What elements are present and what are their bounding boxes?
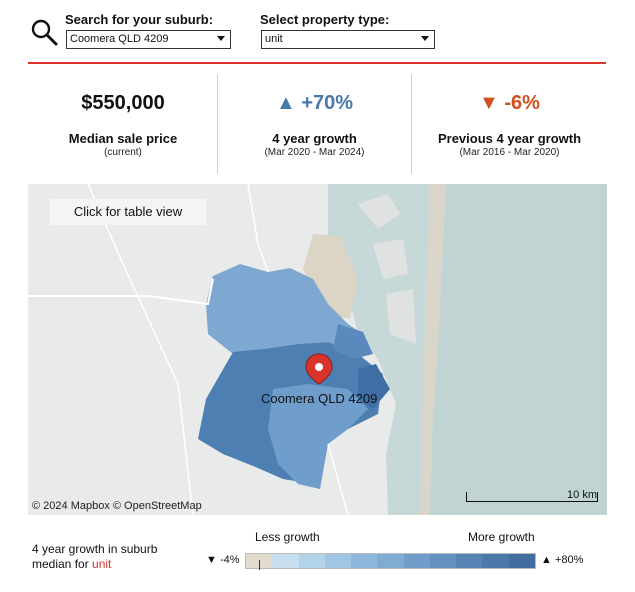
legend-caption-median: median for bbox=[32, 557, 93, 571]
median-price-stat: $550,000 Median sale price (current) bbox=[28, 64, 218, 174]
location-pin-icon bbox=[305, 353, 333, 385]
median-price-value: $550,000 bbox=[81, 92, 165, 114]
scale-bar bbox=[466, 492, 598, 502]
island bbox=[373, 239, 408, 279]
suburb-region bbox=[268, 384, 368, 489]
map-canvas bbox=[28, 184, 607, 515]
scale-label: 10 km bbox=[567, 489, 597, 501]
legend-zero-tick bbox=[259, 560, 260, 570]
growth-sub: (Mar 2020 - Mar 2024) bbox=[264, 147, 365, 158]
coast-strip bbox=[420, 184, 446, 515]
suburb-select-value: Coomera QLD 4209 bbox=[70, 33, 169, 45]
legend-swatch bbox=[482, 554, 509, 568]
suburb-select[interactable]: Coomera QLD 4209 bbox=[66, 30, 231, 49]
legend-caption-type: unit bbox=[92, 557, 112, 571]
island bbox=[358, 194, 400, 229]
legend-less-label: Less growth bbox=[255, 530, 320, 544]
road bbox=[28, 278, 214, 306]
road bbox=[327, 443, 349, 515]
legend-swatch bbox=[429, 554, 457, 568]
stat-divider bbox=[217, 74, 218, 174]
legend-swatch bbox=[403, 554, 430, 568]
map-attribution: © 2024 Mapbox © OpenStreetMap bbox=[32, 500, 202, 512]
previous-growth-value: ▼ -6% bbox=[479, 92, 540, 114]
legend-caption-line1: 4 year growth in suburb bbox=[32, 542, 158, 556]
growth-stat: ▲ +70% 4 year growth (Mar 2020 - Mar 202… bbox=[218, 64, 411, 174]
suburb-region bbox=[358, 364, 390, 409]
table-view-button[interactable]: Click for table view bbox=[50, 199, 206, 225]
property-type-label: Select property type: bbox=[260, 12, 390, 27]
previous-growth-stat: ▼ -6% Previous 4 year growth (Mar 2016 -… bbox=[412, 64, 607, 174]
growth-label: 4 year growth bbox=[272, 131, 357, 146]
suburb-map[interactable]: Click for table view Coomera QLD 4209 © … bbox=[28, 184, 607, 515]
legend-caption: 4 year growth in suburb median for unit bbox=[32, 542, 157, 572]
legend-swatch bbox=[456, 554, 483, 568]
legend-swatch bbox=[351, 554, 378, 568]
suburb-region bbox=[206, 264, 363, 354]
map-place-label: Coomera QLD 4209 bbox=[261, 391, 378, 406]
legend-swatch bbox=[377, 554, 404, 568]
legend-caption-line2: median for unit bbox=[32, 557, 157, 572]
ocean-area bbox=[430, 184, 607, 515]
property-type-select-value: unit bbox=[265, 33, 283, 45]
legend-more-label: More growth bbox=[468, 530, 535, 544]
legend-swatch bbox=[298, 554, 325, 568]
legend-swatch bbox=[272, 554, 299, 568]
chevron-down-icon bbox=[421, 36, 429, 41]
stat-divider bbox=[411, 74, 412, 174]
chevron-down-icon bbox=[217, 36, 225, 41]
median-price-label: Median sale price bbox=[68, 131, 178, 146]
legend-color-scale bbox=[245, 553, 536, 569]
growth-value: ▲ +70% bbox=[275, 92, 354, 114]
median-price-sub: (current) bbox=[104, 147, 142, 158]
legend-swatch bbox=[508, 554, 535, 568]
header-divider bbox=[28, 62, 606, 64]
legend-min-value: ▼ -4% bbox=[206, 554, 240, 566]
road bbox=[247, 184, 269, 273]
previous-growth-sub: (Mar 2016 - Mar 2020) bbox=[459, 147, 560, 158]
legend-swatch bbox=[324, 554, 352, 568]
search-icon bbox=[31, 19, 58, 46]
road bbox=[87, 184, 194, 515]
legend-max-value: ▲ +80% bbox=[541, 554, 584, 566]
previous-growth-label: Previous 4 year growth bbox=[437, 131, 582, 146]
suburb-search-label: Search for your suburb: bbox=[65, 12, 214, 27]
island bbox=[386, 289, 416, 344]
suburb-region bbox=[333, 324, 373, 359]
property-type-select[interactable]: unit bbox=[261, 30, 435, 49]
